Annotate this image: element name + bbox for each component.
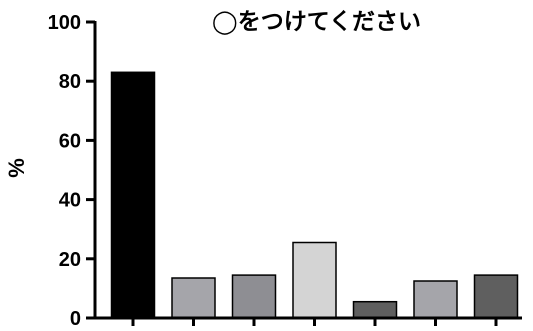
y-axis-label: %	[4, 158, 29, 178]
bar-5	[352, 300, 398, 319]
bar-6	[413, 280, 458, 319]
bar-2	[171, 277, 216, 319]
bar-1	[110, 71, 156, 319]
y-tick-label-100: 100	[48, 12, 81, 34]
bar-4	[292, 241, 337, 319]
bar-3	[231, 274, 277, 319]
bar-7	[473, 274, 519, 319]
bars-layer	[110, 71, 519, 319]
y-tick-label-0: 0	[70, 308, 81, 326]
y-tick-label-40: 40	[59, 190, 81, 212]
y-tick-label-20: 20	[59, 249, 81, 271]
y-tick-label-80: 80	[59, 71, 81, 93]
y-tick-label-60: 60	[59, 130, 81, 152]
axes-layer: 0 20 40 60 80 100	[48, 12, 522, 330]
